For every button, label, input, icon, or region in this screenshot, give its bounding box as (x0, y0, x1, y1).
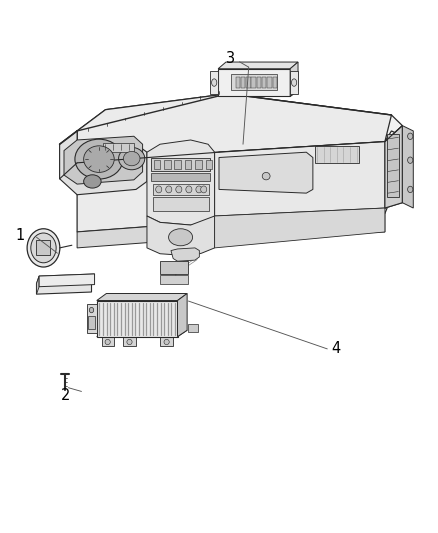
Bar (174, 160, 181, 169)
Polygon shape (60, 131, 77, 179)
Polygon shape (147, 140, 215, 225)
Polygon shape (97, 330, 187, 337)
Polygon shape (77, 213, 385, 248)
Polygon shape (218, 62, 298, 69)
Polygon shape (64, 136, 143, 184)
Ellipse shape (169, 229, 193, 246)
Ellipse shape (27, 229, 60, 267)
Polygon shape (290, 71, 298, 94)
Bar (251, 77, 256, 88)
Ellipse shape (212, 79, 217, 86)
Polygon shape (385, 126, 403, 208)
Polygon shape (102, 337, 114, 346)
Polygon shape (39, 274, 95, 287)
Bar (160, 275, 188, 284)
Polygon shape (87, 304, 97, 334)
Bar (273, 77, 277, 88)
Polygon shape (147, 216, 215, 256)
Bar (268, 77, 272, 88)
Ellipse shape (127, 340, 132, 345)
Bar (151, 173, 210, 181)
Ellipse shape (124, 151, 140, 166)
Bar (151, 158, 210, 171)
Ellipse shape (75, 139, 123, 179)
Bar (206, 160, 212, 169)
Ellipse shape (119, 148, 145, 169)
Ellipse shape (196, 186, 202, 193)
Polygon shape (171, 248, 199, 261)
Bar (236, 77, 240, 88)
Polygon shape (403, 126, 413, 208)
Bar (257, 77, 261, 88)
Bar (88, 316, 95, 329)
Polygon shape (160, 337, 173, 346)
Polygon shape (210, 71, 218, 94)
Polygon shape (215, 208, 385, 248)
Bar (231, 74, 277, 90)
Polygon shape (385, 126, 403, 208)
Polygon shape (219, 152, 313, 193)
Ellipse shape (408, 133, 413, 140)
Ellipse shape (408, 186, 413, 192)
Ellipse shape (164, 340, 169, 345)
Ellipse shape (31, 233, 56, 263)
Bar (103, 143, 134, 152)
Ellipse shape (262, 172, 270, 180)
Bar (387, 134, 399, 197)
Polygon shape (36, 274, 95, 284)
Ellipse shape (105, 340, 110, 345)
Polygon shape (124, 337, 136, 346)
Polygon shape (177, 294, 187, 337)
Polygon shape (218, 91, 298, 96)
Bar (36, 240, 50, 255)
Text: 2: 2 (60, 387, 70, 402)
Ellipse shape (291, 79, 297, 86)
Polygon shape (77, 94, 392, 232)
Ellipse shape (89, 308, 94, 313)
Bar (241, 77, 245, 88)
Polygon shape (215, 142, 385, 216)
Ellipse shape (186, 186, 192, 193)
Bar (185, 160, 191, 169)
Ellipse shape (84, 175, 101, 188)
Ellipse shape (201, 186, 207, 193)
Polygon shape (36, 276, 39, 294)
Bar (153, 160, 160, 169)
Bar (195, 160, 202, 169)
Ellipse shape (408, 157, 413, 164)
Bar (315, 146, 359, 163)
Ellipse shape (176, 186, 182, 193)
Bar (160, 261, 188, 274)
Polygon shape (60, 131, 147, 195)
Text: 1: 1 (16, 228, 25, 243)
Polygon shape (97, 294, 187, 301)
Bar (188, 324, 198, 333)
Ellipse shape (84, 146, 114, 172)
Polygon shape (290, 62, 298, 96)
Bar (164, 160, 170, 169)
Bar (152, 197, 208, 211)
Bar (262, 77, 266, 88)
Polygon shape (218, 69, 290, 96)
Bar (246, 77, 251, 88)
Text: 4: 4 (332, 342, 341, 357)
Ellipse shape (166, 186, 172, 193)
Polygon shape (77, 94, 403, 163)
Bar (152, 184, 208, 195)
Polygon shape (36, 281, 92, 294)
Ellipse shape (155, 186, 162, 193)
Text: 3: 3 (226, 51, 235, 66)
Polygon shape (97, 301, 177, 337)
